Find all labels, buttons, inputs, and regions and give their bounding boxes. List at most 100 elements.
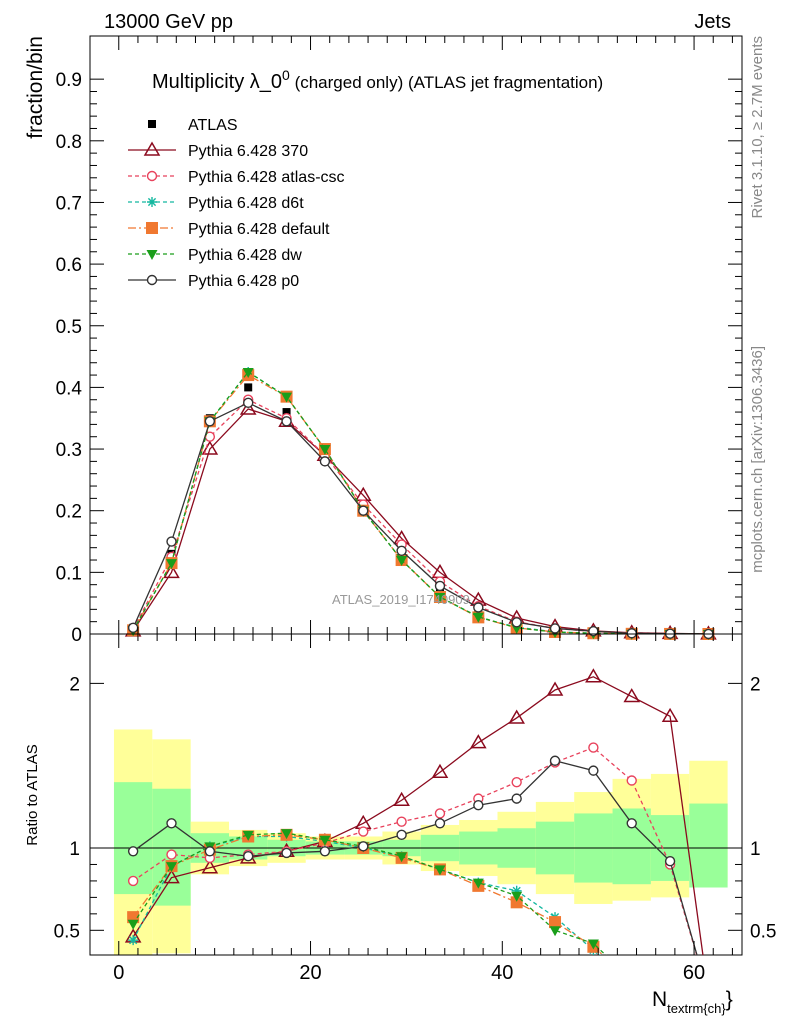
ratio-band-green <box>152 788 191 906</box>
main-y-tick-label: 0.8 <box>56 132 82 153</box>
data-point-5 <box>434 593 446 604</box>
data-point-6 <box>473 602 484 613</box>
data-point-5 <box>242 367 254 378</box>
legend-label: Pythia 6.428 atlas-csc <box>188 169 345 186</box>
ratio-y-tick-label: 0.5 <box>54 921 80 942</box>
series-line-1 <box>132 746 698 955</box>
data-point-1 <box>434 808 446 819</box>
ratio-y-tick-label-right: 1 <box>750 839 761 860</box>
ratio-y-tick-label: 1 <box>69 839 80 860</box>
data-point-5 <box>319 846 331 857</box>
data-point-2 <box>511 885 522 896</box>
data-point-4 <box>587 939 599 950</box>
data-point-0 <box>163 869 180 884</box>
legend-marker <box>146 222 158 234</box>
data-point-4 <box>549 926 561 937</box>
main-y-tick-label: 0.7 <box>56 193 82 214</box>
main-y-tick-label: 0.9 <box>56 70 82 91</box>
data-point-6 <box>319 456 331 467</box>
main-y-tick-label: 0.6 <box>56 255 82 276</box>
legend-marker <box>146 274 158 286</box>
ratio-band-green <box>689 803 728 888</box>
data-point-5 <box>588 765 599 776</box>
legend-marker-atlas <box>148 120 156 128</box>
data-point-5 <box>358 841 369 852</box>
data-point-5 <box>396 556 408 567</box>
data-point-3 <box>510 896 523 909</box>
ratio-frame-border <box>89 633 743 956</box>
data-point-1 <box>396 816 407 827</box>
data-point-2 <box>128 935 139 946</box>
legend-label: Pythia 6.428 dw <box>188 247 302 264</box>
data-point-4 <box>242 830 254 841</box>
data-point-5 <box>243 851 254 862</box>
data-point-0 <box>585 668 602 683</box>
data-point-5 <box>626 818 637 829</box>
data-point-5 <box>434 818 446 829</box>
legend-marker <box>146 170 158 182</box>
ratio-uncertainty-bands <box>113 729 728 955</box>
x-axis-label-subscript: textrm{ch} <box>667 1001 726 1016</box>
data-point-6 <box>204 416 216 427</box>
legend-label: ATLAS <box>188 117 238 134</box>
data-point-5 <box>166 818 177 829</box>
data-point-5 <box>281 847 292 859</box>
data-point-6 <box>281 416 292 427</box>
main-y-tick-label: 0.5 <box>56 317 82 338</box>
plot-title-rest: (charged only) (ATLAS jet fragmentation) <box>290 73 603 92</box>
series-line-2 <box>132 398 709 634</box>
main-y-tick-label: 0.4 <box>56 378 83 399</box>
data-point-5 <box>319 445 331 456</box>
rivet-version-label: Rivet 3.1.10, ≥ 2.7M events <box>749 36 766 219</box>
ratio-y-axis-label: Ratio to ATLAS <box>24 744 41 845</box>
data-point-4 <box>396 852 408 863</box>
data-point-1 <box>358 826 369 837</box>
legend-label: Pythia 6.428 370 <box>188 143 308 160</box>
legend-label: Pythia 6.428 d6t <box>188 195 304 212</box>
data-point-5 <box>127 846 139 857</box>
data-point-1 <box>166 849 177 860</box>
main-y-axis-label: fraction/bin <box>24 36 47 139</box>
data-point-5 <box>473 800 484 811</box>
data-point-0 <box>470 734 487 749</box>
data-point-4 <box>166 862 177 873</box>
data-point-1 <box>626 775 637 786</box>
data-point-6 <box>127 622 139 634</box>
ratio-y-tick-label-right: 0.5 <box>750 921 776 942</box>
data-point-5 <box>166 559 177 570</box>
data-point-4 <box>472 878 484 889</box>
data-point-1 <box>163 563 180 579</box>
x-tick-label: 60 <box>683 962 705 984</box>
data-point-5 <box>281 392 293 403</box>
legend-label: Pythia 6.428 p0 <box>188 273 299 290</box>
data-point-0 <box>623 688 641 703</box>
main-y-tick-label: 0.1 <box>56 563 82 584</box>
x-tick-label: 20 <box>299 962 321 984</box>
data-point-5 <box>396 829 407 841</box>
mcplots-label: mcplots.cern.ch [arXiv:1306.3436] <box>749 346 766 573</box>
main-y-tick-label: 0.2 <box>56 502 82 523</box>
header-energy-label: 13000 GeV pp <box>104 11 233 33</box>
ratio-band-green <box>113 782 153 895</box>
data-point-4 <box>127 919 139 930</box>
data-point-5 <box>472 612 484 623</box>
data-point-0 <box>661 707 679 723</box>
data-point-1 <box>588 742 599 753</box>
x-tick-label: 40 <box>491 962 513 984</box>
x-axis-label-main: N <box>652 988 667 1011</box>
data-point-3 <box>549 916 562 929</box>
legend: ATLAS Pythia 6.428 370 Pythia 6.428 atlas-… <box>128 117 345 290</box>
data-point-5 <box>511 793 522 804</box>
data-point-4 <box>434 865 446 876</box>
ratio-plot-area <box>89 633 743 956</box>
series-line-6 <box>132 402 709 634</box>
data-point-1 <box>511 776 522 788</box>
x-tick-label: 0 <box>113 962 124 984</box>
data-point-0 <box>201 859 219 874</box>
data-point-6 <box>626 628 637 639</box>
data-point-5 <box>664 855 676 867</box>
legend-marker <box>146 250 158 260</box>
data-point-6 <box>243 397 254 409</box>
data-point-4 <box>319 835 331 846</box>
analysis-watermark: ATLAS_2019_I1740909 <box>332 592 470 607</box>
